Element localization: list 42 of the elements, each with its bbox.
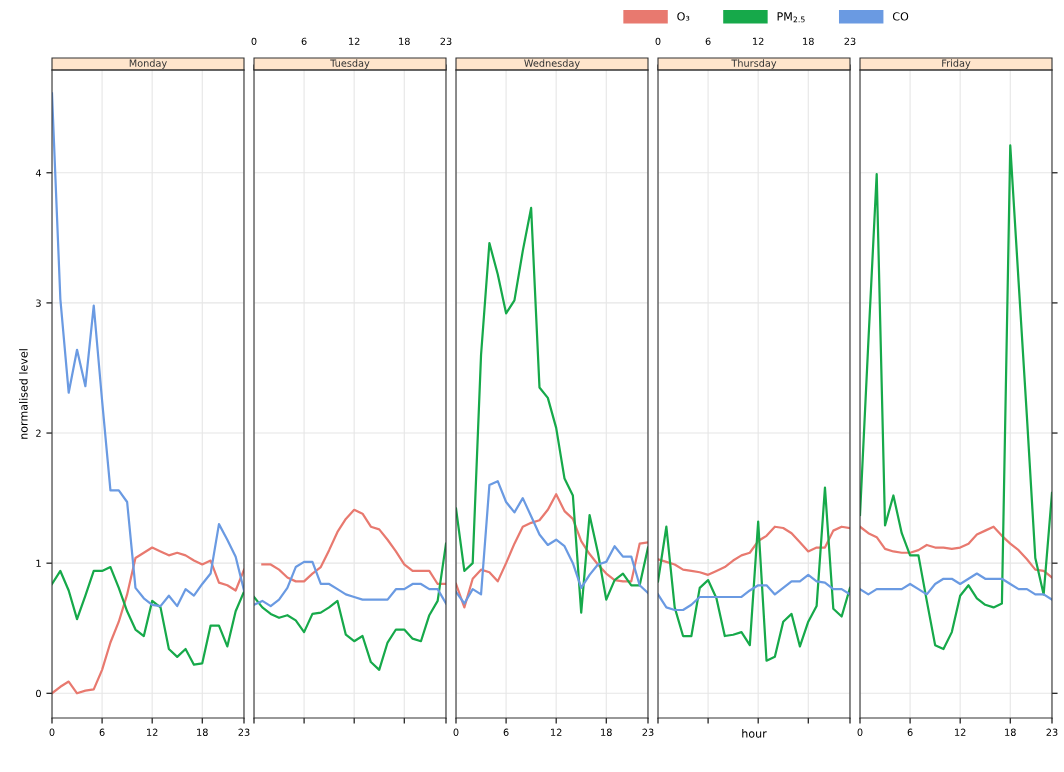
x-tick-label: 23 (642, 728, 654, 736)
x-axis-title: hour (742, 729, 767, 738)
y-tick-label: 4 (35, 169, 42, 177)
x-tick-label: 0 (49, 728, 55, 736)
x-tick-label: 12 (955, 728, 966, 736)
y-tick-label: 2 (36, 429, 41, 437)
x-tick-label: 12 (349, 37, 360, 45)
line-series (52, 546, 244, 695)
chart-title: Friday (942, 59, 971, 69)
chart-title: Wednesday (524, 59, 580, 69)
x-tick-label: 6 (301, 37, 307, 46)
legend-label: PM$_{2.5}$ (777, 12, 805, 23)
y-tick-label: 1 (36, 559, 41, 567)
x-tick-label: 23 (844, 37, 856, 46)
chart-title: Thursday (731, 59, 777, 69)
x-tick-label: 0 (453, 728, 459, 736)
x-tick-label: 12 (753, 37, 764, 45)
x-tick-label: 23 (1046, 728, 1058, 736)
x-tick-label: 0 (655, 37, 661, 46)
x-tick-label: 6 (99, 728, 105, 736)
x-tick-label: 23 (238, 728, 250, 736)
x-tick-label: 6 (705, 37, 711, 46)
chart-title: Tuesday (330, 59, 370, 69)
chart-title: Monday (129, 59, 167, 69)
legend-label: CO (892, 12, 909, 21)
x-tick-label: 18 (803, 37, 814, 46)
x-tick-label: 6 (907, 728, 913, 736)
x-tick-label: 18 (197, 728, 208, 736)
x-tick-label: 18 (1005, 728, 1016, 736)
x-tick-label: 6 (503, 728, 509, 736)
line-series (52, 565, 244, 666)
legend-label: O₃ (677, 12, 690, 21)
x-tick-label: 18 (399, 37, 410, 46)
y-axis-title: normalised level (19, 349, 28, 439)
x-tick-label: 0 (857, 728, 863, 736)
x-tick-label: 12 (551, 728, 562, 736)
x-tick-label: 0 (251, 37, 257, 46)
y-tick-label: 0 (36, 689, 41, 698)
x-tick-label: 12 (147, 728, 158, 736)
x-tick-label: 23 (440, 37, 452, 46)
x-tick-label: 18 (601, 728, 612, 736)
y-tick-label: 3 (36, 299, 41, 307)
